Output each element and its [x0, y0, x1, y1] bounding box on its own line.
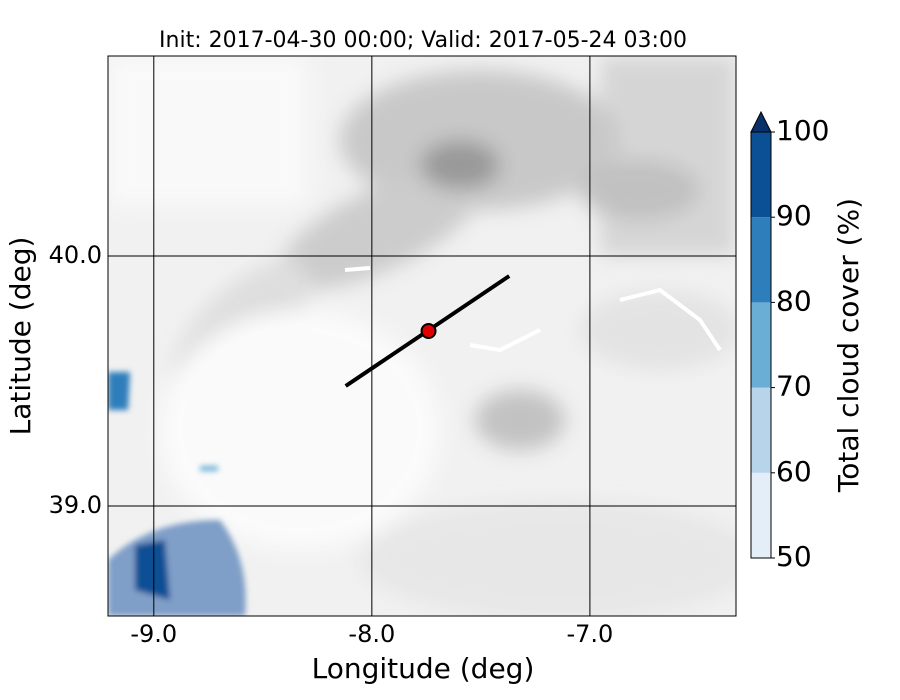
colorbar-tick-label: 50: [776, 540, 812, 573]
terrain: [108, 56, 736, 616]
colorbar-segment: [751, 302, 771, 388]
colorbar-label: Total cloud cover (%): [832, 198, 865, 493]
y-tick-label: 39.0: [49, 491, 102, 519]
colorbar-tick-label: 60: [776, 455, 812, 488]
point-marker: [420, 323, 437, 339]
colorbar-segment: [751, 132, 771, 218]
x-tick-label: -9.0: [130, 620, 177, 648]
colorbar-tick-label: 100: [776, 114, 829, 147]
colorbar-segment: [751, 472, 771, 558]
y-tick-label: 40.0: [49, 241, 102, 269]
colorbar-segment: [751, 217, 771, 303]
x-tick-label: -7.0: [566, 620, 613, 648]
x-tick-label: -8.0: [348, 620, 395, 648]
colorbar-extend: [750, 110, 772, 133]
colorbar-tick-label: 80: [776, 284, 812, 317]
y-axis-label: Latitude (deg): [4, 237, 37, 436]
map-title: Init: 2017-04-30 00:00; Valid: 2017-05-2…: [159, 28, 687, 53]
x-axis-label: Longitude (deg): [312, 652, 535, 685]
colorbar-tick-label: 70: [776, 370, 812, 403]
colorbar-frame: [750, 131, 772, 559]
colorbar-tick-label: 90: [776, 199, 812, 232]
plot-frame: [107, 55, 737, 617]
colorbar-segment: [751, 387, 771, 473]
